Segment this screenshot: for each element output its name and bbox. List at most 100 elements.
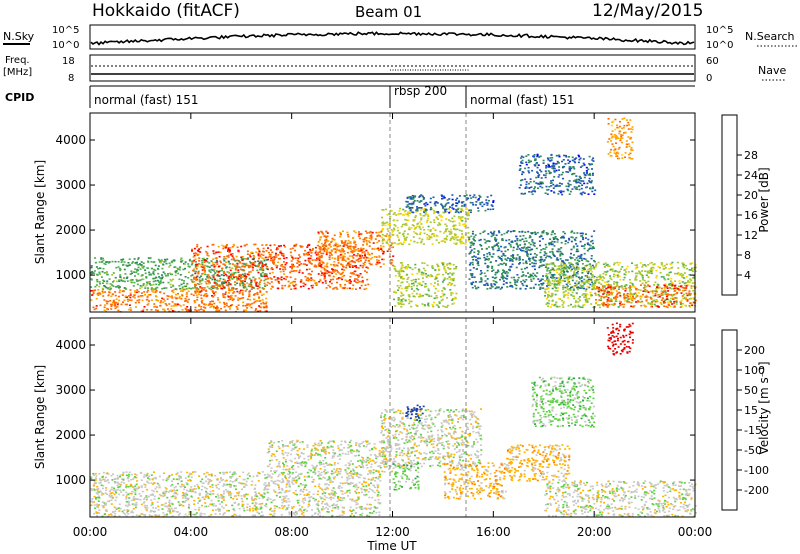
power-cell [130, 279, 133, 281]
power-cell [304, 275, 307, 278]
power-cell [152, 289, 155, 291]
power-cell [141, 265, 143, 268]
power-cell [317, 273, 320, 275]
power-cell [214, 261, 217, 264]
power-cell [582, 238, 585, 241]
power-cell [583, 252, 586, 255]
power-cell [337, 262, 340, 264]
power-cell [415, 211, 417, 213]
power-cell [558, 155, 561, 158]
power-cell [448, 211, 451, 214]
power-cell [565, 268, 568, 271]
power-cell [420, 240, 423, 243]
power-cell [265, 284, 268, 286]
power-cell [573, 167, 576, 170]
power-cell [512, 249, 515, 252]
power-cell [137, 290, 140, 293]
power-cell [187, 263, 190, 265]
power-cell [320, 270, 323, 273]
power-cell [607, 297, 610, 299]
power-cell [400, 291, 403, 293]
power-cell [639, 289, 642, 292]
power-cell [259, 268, 262, 271]
power-cell [553, 233, 556, 235]
power-cell [486, 202, 489, 204]
power-cell [614, 300, 617, 302]
power-cell [106, 308, 109, 310]
power-cell [675, 287, 678, 289]
power-cell [94, 289, 97, 291]
power-cell [679, 301, 682, 303]
power-cell [571, 230, 574, 232]
power-cell [292, 280, 295, 283]
power-cell [572, 266, 575, 268]
power-cell [190, 293, 193, 295]
power-cell [436, 283, 439, 285]
power-cell [266, 265, 269, 268]
power-cell [608, 285, 611, 287]
power-cell [174, 270, 177, 273]
power-cell [356, 254, 359, 257]
power-cell [336, 271, 339, 273]
power-cell [522, 284, 525, 287]
power-cell [193, 259, 196, 262]
power-cell [279, 257, 281, 260]
power-cell [487, 233, 490, 235]
power-cell [414, 263, 417, 266]
power-cell [381, 224, 384, 227]
power-cell [564, 264, 567, 267]
power-cell [393, 290, 396, 293]
power-cell [686, 300, 689, 302]
power-cell [170, 280, 173, 282]
power-cell [436, 296, 439, 299]
power-cell [393, 298, 395, 301]
power-cell [555, 301, 558, 303]
power-cell [620, 301, 622, 303]
power-cell [486, 196, 489, 198]
power-cell [681, 262, 684, 264]
power-cell [417, 288, 420, 291]
power-cell [327, 271, 330, 273]
power-cell [257, 253, 260, 255]
power-cell [438, 222, 441, 224]
power-cell [226, 255, 229, 257]
power-cell [326, 262, 329, 265]
power-cell [525, 161, 528, 164]
power-cell [495, 260, 498, 262]
power-cell [228, 275, 231, 278]
power-cell [232, 287, 235, 290]
power-cell [209, 301, 212, 303]
power-cell [641, 266, 644, 268]
power-cell [270, 257, 273, 260]
power-cell [487, 259, 490, 261]
power-cell [99, 283, 102, 285]
power-cell [600, 295, 603, 298]
power-cell [680, 272, 683, 275]
power-cell [547, 170, 550, 172]
power-cell [298, 261, 301, 263]
power-cell [354, 246, 357, 248]
power-cell [427, 229, 430, 231]
power-cell [610, 278, 613, 281]
power-cell [259, 300, 262, 302]
power-cell [421, 262, 424, 264]
power-cell [192, 294, 195, 297]
power-cell [203, 271, 206, 273]
power-cell [129, 273, 132, 275]
power-cell [269, 253, 272, 256]
power-cell [362, 257, 365, 259]
power-cell [254, 260, 257, 263]
power-cell [326, 251, 329, 253]
power-cell [360, 232, 363, 235]
power-cell [484, 275, 487, 277]
power-cell [590, 235, 593, 238]
power-cell [559, 280, 561, 282]
power-cell [161, 274, 163, 276]
power-cell [549, 306, 552, 308]
power-cell [237, 269, 240, 271]
power-cell [258, 286, 261, 289]
power-cell [252, 276, 255, 279]
power-cell [503, 232, 506, 235]
power-cell [184, 267, 186, 270]
power-cell [215, 257, 218, 259]
